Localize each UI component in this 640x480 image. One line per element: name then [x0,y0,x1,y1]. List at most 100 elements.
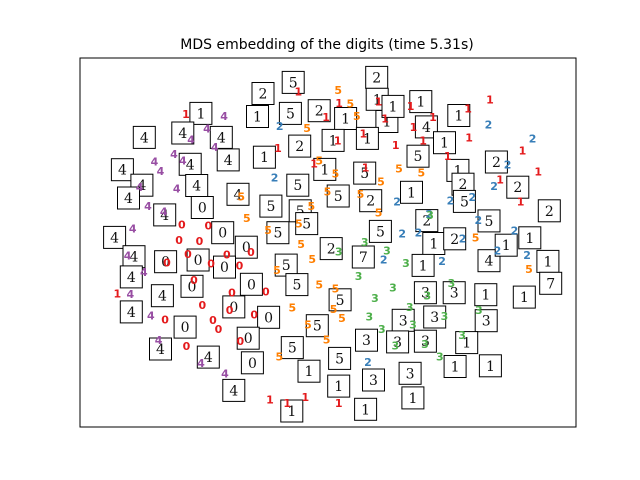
thumbnail-glyph: 4 [192,179,201,195]
digit-thumbnail: 1 [354,397,378,421]
thumbnail-frame [443,355,467,378]
digit-thumbnail: 4 [196,345,220,369]
digit-label-5: 5 [472,231,480,244]
digit-thumbnail: 0 [180,274,204,298]
digit-label-5: 5 [295,218,303,231]
digit-label-3: 3 [383,245,391,258]
digit-label-5: 5 [323,334,331,347]
digit-label-2: 2 [494,244,502,257]
thumbnail-glyph: 0 [242,240,251,256]
thumbnail-frame [406,144,430,168]
thumbnail-glyph: 2 [295,139,304,155]
digit-thumbnail: 1 [246,105,269,128]
thumbnail-glyph: 1 [329,133,338,149]
digit-thumbnail: 1 [518,226,542,250]
thumbnail-glyph: 1 [453,163,462,179]
digit-thumbnail: 4 [226,182,250,206]
digit-thumbnail: 5 [326,184,350,208]
digit-thumbnail: 1 [422,232,446,255]
digit-label-2: 2 [459,233,467,246]
thumbnail-frame [415,209,439,233]
digit-thumbnail: 5 [295,212,319,236]
thumbnail-glyph: 1 [520,290,529,306]
digit-thumbnail: 4 [103,225,127,249]
digit-thumbnail: 4 [178,152,202,176]
digit-thumbnail: 1 [297,359,321,383]
thumbnail-glyph: 7 [546,276,555,292]
thumbnail-frame [494,233,518,257]
digit-label-2: 2 [485,119,493,132]
thumbnail-frame [478,354,502,378]
thumbnail-glyph: 4 [118,163,127,179]
thumbnail-glyph: 5 [266,199,275,215]
thumbnail-frame [359,189,383,213]
digit-thumbnail: 3 [413,281,437,305]
digit-label-4: 4 [136,181,144,194]
thumbnail-glyph: 4 [229,383,238,399]
digit-label-4: 4 [220,110,228,123]
digit-thumbnail: 0 [239,272,263,296]
thumbnail-frame [222,378,246,402]
digit-label-4: 4 [203,122,211,135]
digit-thumbnail: 1 [474,283,498,307]
digit-thumbnail: 3 [442,281,466,305]
thumbnail-frame [305,314,329,338]
thumbnail-frame [189,101,213,125]
digit-label-5: 5 [377,176,385,189]
thumbnail-frame [259,194,283,218]
thumbnail-glyph: 4 [137,178,146,194]
thumbnail-frame [327,374,351,398]
thumbnail-frame [150,284,174,308]
digit-thumbnail: 4 [119,265,143,289]
thumbnail-frame [423,305,447,329]
thumbnail-frame [252,145,276,169]
digit-label-2: 2 [529,133,537,146]
digit-label-4: 4 [155,334,163,347]
digit-label-2: 2 [468,191,476,204]
digit-label-3: 3 [406,301,414,314]
digit-label-5: 5 [346,97,354,110]
digit-label-5: 5 [315,154,323,167]
digit-label-3: 3 [389,282,397,295]
thumbnail-frame [119,300,143,324]
digit-thumbnail: 4 [150,284,174,308]
thumbnail-glyph: 5 [485,214,494,230]
digit-label-1: 1 [335,97,343,110]
digit-thumbnail: 3 [474,309,498,333]
thumbnail-glyph: 2 [492,155,501,171]
thumbnail-glyph: 5 [292,278,301,294]
thumbnail-glyph: 1 [543,254,552,270]
digit-thumbnail: 5 [452,189,476,213]
digit-thumbnail: 2 [319,237,343,261]
thumbnail-frame [353,161,377,185]
thumbnail-frame [171,121,195,145]
digit-label-0: 0 [236,335,244,348]
thumbnail-glyph: 4 [110,230,119,246]
thumbnail-glyph: 4 [130,250,139,266]
digit-thumbnail: 4 [153,203,177,227]
digit-label-3: 3 [448,277,456,290]
digit-label-5: 5 [375,207,383,220]
thumbnail-glyph: 3 [399,313,408,329]
thumbnail-frame [153,203,177,227]
thumbnail-frame [288,134,312,158]
thumbnail-glyph: 0 [161,255,170,271]
thumbnail-frame [506,175,530,199]
digit-label-0: 0 [215,323,223,336]
digit-label-4: 4 [187,134,195,147]
thumbnail-frame [474,309,498,333]
digit-label-2: 2 [523,249,531,262]
thumbnail-frame [251,82,275,105]
digit-thumbnail: 0 [190,196,214,219]
digit-label-5: 5 [273,264,281,277]
thumbnail-glyph: 4 [156,342,165,358]
digit-label-2: 2 [490,180,498,193]
thumbnail-frame [455,331,479,355]
digit-label-1: 1 [486,94,494,107]
digit-label-1: 1 [465,132,473,145]
digit-thumbnail: 0 [257,305,281,329]
thumbnail-frame [409,90,433,114]
digit-label-2: 2 [511,225,519,238]
thumbnail-frame [154,250,178,274]
thumbnail-glyph: 1 [373,92,382,108]
